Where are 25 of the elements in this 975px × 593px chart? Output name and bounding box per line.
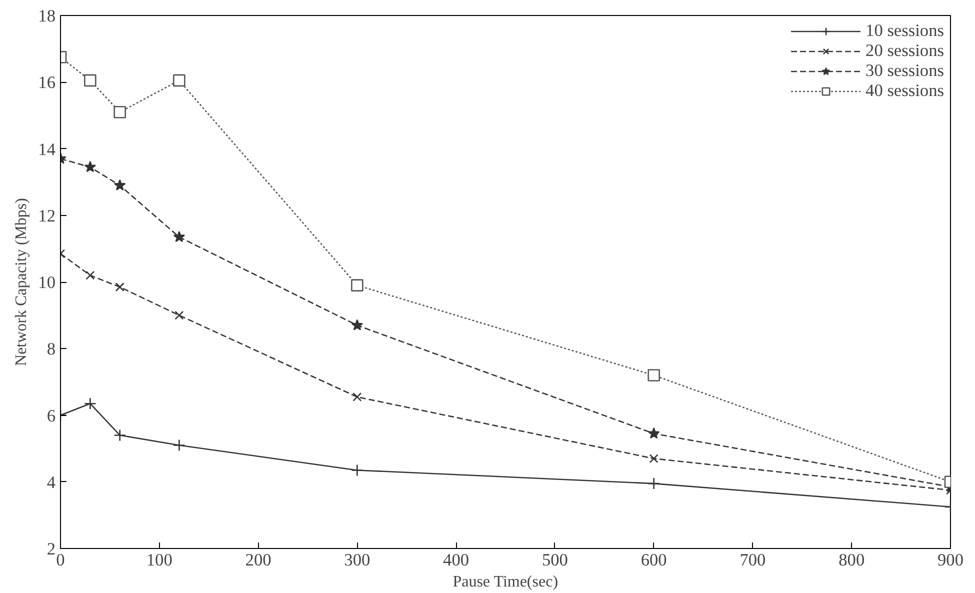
x-tick-label: 800 bbox=[838, 550, 865, 570]
x-tick-label: 500 bbox=[542, 550, 568, 570]
y-axis-title: Network Capacity (Mbps) bbox=[13, 198, 30, 366]
x-tick-label: 300 bbox=[344, 550, 370, 570]
y-tick-label: 4 bbox=[46, 472, 56, 492]
y-tick-label: 8 bbox=[46, 340, 56, 359]
y-tick-label: 6 bbox=[46, 406, 56, 426]
y-tick-label: 18 bbox=[38, 6, 56, 26]
legend-label: 20 sessions bbox=[866, 41, 944, 61]
legend-label: 30 sessions bbox=[866, 61, 944, 81]
x-tick-label: 700 bbox=[740, 550, 766, 570]
y-tick-label: 10 bbox=[38, 273, 56, 292]
y-tick-label: 16 bbox=[38, 73, 56, 92]
x-tick-label: 0 bbox=[56, 550, 65, 570]
x-tick-label: 600 bbox=[640, 550, 667, 570]
x-tick-label: 400 bbox=[443, 550, 470, 570]
y-tick-label: 12 bbox=[38, 206, 56, 226]
x-tick-label: 100 bbox=[146, 550, 172, 570]
y-tick-label: 14 bbox=[38, 140, 56, 159]
x-tick-label: 200 bbox=[245, 550, 272, 570]
y-tick-label: 2 bbox=[46, 540, 56, 558]
x-tick-label: 900 bbox=[938, 550, 964, 570]
legend-label: 40 sessions bbox=[866, 81, 944, 101]
legend-label: 10 sessions bbox=[866, 21, 944, 41]
x-axis-title: Pause Time(sec) bbox=[452, 574, 558, 590]
